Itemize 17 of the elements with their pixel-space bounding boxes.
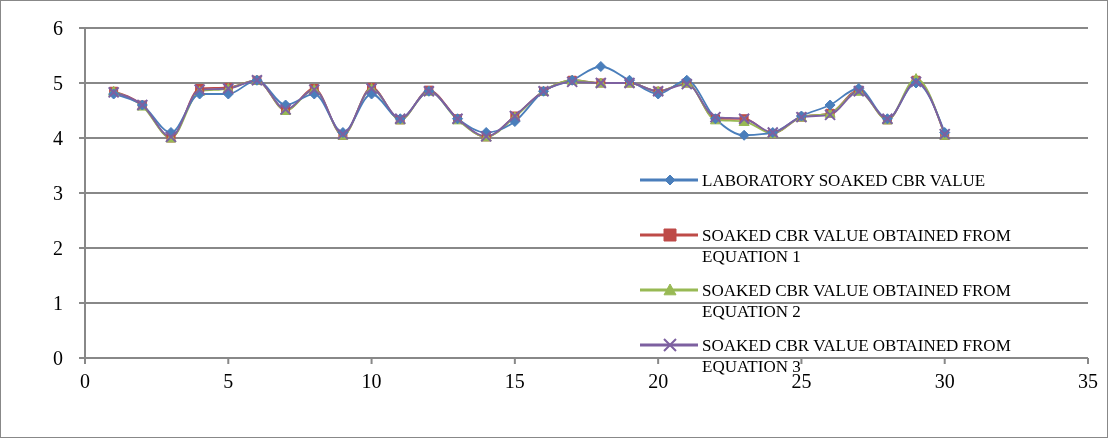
- y-tick-label: 6: [53, 17, 63, 39]
- y-tick-label: 3: [53, 182, 63, 204]
- y-tick-label: 5: [53, 72, 63, 94]
- x-tick-label: 35: [1078, 370, 1098, 392]
- y-tick-label: 0: [53, 347, 63, 369]
- x-tick-label: 5: [223, 370, 234, 392]
- x-tick-label: 15: [504, 370, 525, 392]
- x-tick-label: 30: [934, 370, 955, 392]
- x-tick-label: 20: [648, 370, 669, 392]
- y-tick-label: 1: [53, 292, 63, 314]
- legend-label: LABORATORY SOAKED CBR VALUE: [702, 171, 986, 190]
- y-tick-label: 4: [53, 127, 63, 149]
- legend-label: SOAKED CBR VALUE OBTAINED FROM EQUATION 1: [702, 226, 1011, 266]
- y-tick-label: 2: [53, 237, 63, 259]
- x-tick-label: 10: [361, 370, 382, 392]
- legend-label: SOAKED CBR VALUE OBTAINED FROM EQUATION 2: [702, 281, 1011, 321]
- x-tick-label: 0: [80, 370, 90, 392]
